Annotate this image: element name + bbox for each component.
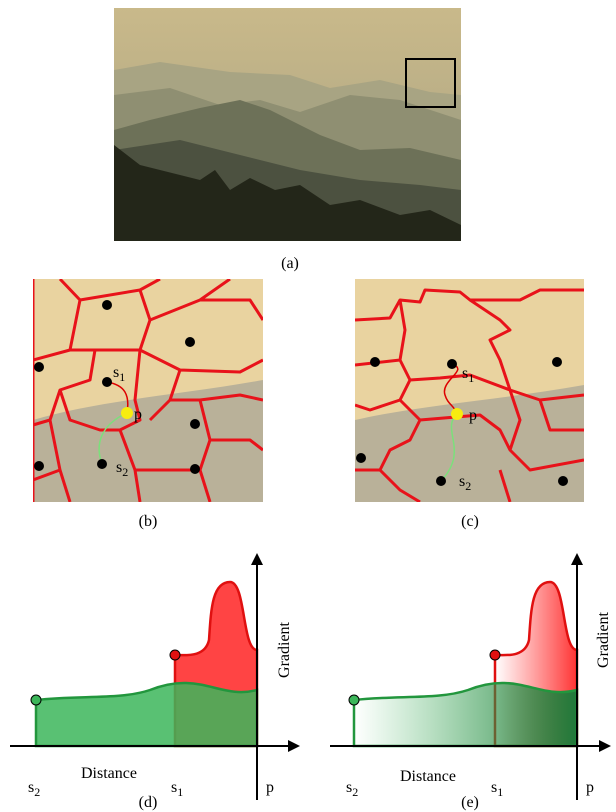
pixel-p	[121, 407, 133, 419]
arrow	[251, 553, 263, 565]
x-label: Distance	[81, 765, 137, 782]
arrow	[288, 740, 300, 752]
label-p: p	[586, 779, 594, 796]
seed-s1	[490, 650, 500, 660]
label-s1: s1	[171, 779, 183, 799]
shape	[97, 459, 107, 469]
figure: (a) s1 p s2 (b) s1 p s2 (c) s2	[0, 0, 616, 812]
label-p: p	[134, 406, 142, 423]
profile-e	[330, 553, 611, 800]
profile-d	[10, 553, 300, 800]
seed-s2	[31, 695, 41, 705]
seed-s2	[349, 695, 359, 705]
caption: (a)	[281, 255, 299, 272]
shape	[552, 357, 562, 367]
green-region	[36, 683, 257, 746]
superpixels	[33, 279, 263, 502]
label-p: p	[266, 779, 274, 796]
shape	[190, 464, 200, 474]
pixel-p	[451, 408, 463, 420]
seed-s1	[170, 650, 180, 660]
label-part: 1	[177, 785, 183, 799]
shape	[34, 362, 44, 372]
shape	[356, 453, 366, 463]
arrow	[571, 553, 583, 565]
label-part: 2	[34, 785, 40, 799]
y-label: Gradient	[276, 621, 293, 678]
shape	[370, 357, 380, 367]
photo	[114, 8, 461, 241]
label-part: 1	[497, 785, 503, 799]
y-label: Gradient	[595, 611, 612, 668]
label-part: 1	[119, 370, 125, 384]
label-part: 2	[352, 785, 358, 799]
label-s2: s2	[346, 779, 358, 799]
green-region	[354, 683, 577, 746]
page: {"figure": {"panels": [ {"caption": "(a)…	[0, 0, 616, 812]
x-label: Distance	[400, 768, 456, 785]
shape	[185, 337, 195, 347]
shape	[447, 359, 457, 369]
caption: (b)	[139, 513, 158, 530]
shape	[558, 476, 568, 486]
caption: (c)	[461, 513, 479, 530]
label-s2: s2	[28, 779, 40, 799]
caption: (d)	[139, 794, 158, 811]
label-part: 1	[468, 371, 474, 385]
superpixels	[355, 279, 584, 502]
shape	[102, 300, 112, 310]
label-part: 2	[465, 479, 471, 493]
label-part: 2	[122, 465, 128, 479]
arrow	[599, 740, 611, 752]
label-s1: s1	[491, 779, 503, 799]
label-p: p	[469, 407, 477, 424]
shape	[34, 461, 44, 471]
shape	[190, 419, 200, 429]
caption: (e)	[461, 794, 479, 811]
shape	[102, 377, 112, 387]
shape	[436, 476, 446, 486]
